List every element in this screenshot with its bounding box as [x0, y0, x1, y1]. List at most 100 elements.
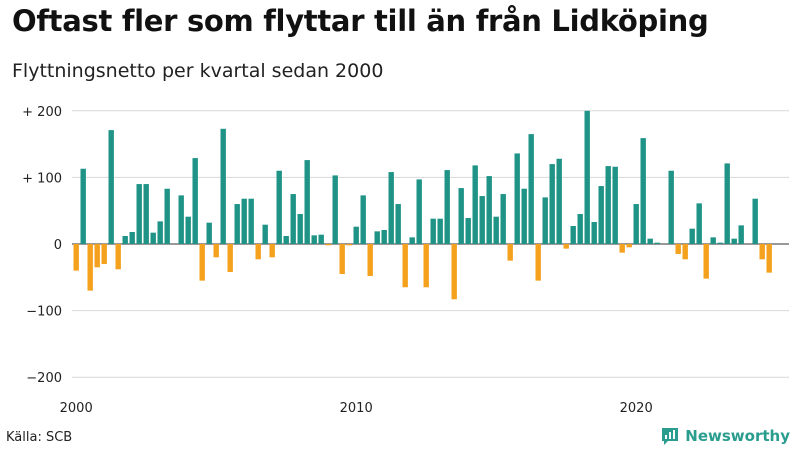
y-tick-label: 0 [54, 238, 62, 253]
bar-positive [640, 138, 646, 244]
bar-positive [332, 175, 338, 244]
bar-positive [633, 204, 639, 244]
bar-negative [199, 244, 205, 281]
y-tick-label: −100 [26, 305, 62, 320]
bar-positive [318, 234, 324, 244]
bar-positive [605, 166, 611, 244]
bar-negative [423, 244, 429, 288]
bar-positive [612, 166, 618, 244]
bar-negative [626, 244, 632, 248]
bar-positive [395, 204, 401, 244]
bar-negative [759, 244, 765, 260]
bar-positive [297, 214, 303, 244]
bars [73, 110, 772, 300]
bar-positive [731, 238, 737, 244]
chart-title: Oftast fler som flyttar till än från Lid… [12, 4, 709, 38]
bar-negative [682, 244, 688, 260]
bar-positive [752, 198, 758, 244]
bar-positive [220, 128, 226, 244]
bar-positive [353, 226, 359, 244]
bar-positive [409, 237, 415, 244]
bar-positive [290, 194, 296, 244]
bar-positive [696, 203, 702, 244]
bar-positive [486, 176, 492, 244]
bar-positive [416, 179, 422, 244]
bar-positive [150, 232, 156, 244]
newsworthy-logo-icon [662, 428, 679, 445]
bar-positive [178, 195, 184, 244]
bar-positive [738, 225, 744, 244]
bar-positive [108, 130, 114, 244]
brand-name: Newsworthy [685, 427, 790, 445]
bar-positive [192, 158, 198, 244]
brand-logo: Newsworthy [660, 426, 790, 446]
y-tick-label: −200 [26, 371, 62, 386]
bar-positive [262, 224, 268, 244]
bar-positive [283, 236, 289, 244]
bar-positive [206, 222, 212, 244]
bar-positive [514, 153, 520, 244]
bar-positive [591, 222, 597, 244]
x-tick-label: 2020 [620, 401, 653, 416]
bar-negative [213, 244, 219, 258]
bar-negative [255, 244, 261, 260]
bar-negative [402, 244, 408, 288]
bar-negative [269, 244, 275, 258]
bar-positive [584, 110, 590, 244]
bar-positive [668, 170, 674, 244]
x-tick-label: 2010 [340, 401, 373, 416]
bar-positive [311, 235, 317, 244]
bar-positive [164, 188, 170, 244]
bar-negative [325, 244, 331, 246]
bar-positive [717, 242, 723, 244]
bar-positive [143, 184, 149, 244]
bar-positive [493, 216, 499, 244]
bar-positive [689, 228, 695, 244]
x-tick-label: 2000 [60, 401, 93, 416]
bar-positive [388, 172, 394, 244]
bar-positive [304, 160, 310, 244]
bar-chart: + 200 + 100 0 −100 −200 2000 2010 2020 [22, 105, 789, 416]
y-tick-label: + 200 [22, 105, 62, 120]
bar-positive [458, 188, 464, 244]
bar-positive [654, 242, 660, 244]
bar-positive [570, 226, 576, 244]
bar-positive [598, 186, 604, 244]
bar-negative [367, 244, 373, 276]
bar-positive [234, 204, 240, 244]
bar-positive [276, 170, 282, 244]
bar-negative [451, 244, 457, 300]
bar-positive [647, 238, 653, 244]
source-note: Källa: SCB [6, 430, 73, 445]
bar-positive [80, 168, 86, 244]
y-tick-label: + 100 [22, 171, 62, 186]
bar-negative [563, 244, 569, 249]
bar-negative [675, 244, 681, 254]
bar-negative [619, 244, 625, 253]
bar-negative [227, 244, 233, 272]
bar-positive [479, 196, 485, 244]
gridlines [72, 110, 789, 378]
bar-positive [542, 197, 548, 244]
bar-negative [535, 244, 541, 281]
bar-positive [724, 163, 730, 244]
bar-negative [703, 244, 709, 279]
bar-negative [507, 244, 513, 261]
bar-positive [500, 194, 506, 244]
bar-positive [521, 188, 527, 244]
bar-positive [710, 237, 716, 244]
bar-positive [437, 218, 443, 244]
bar-positive [549, 164, 555, 244]
bar-positive [472, 165, 478, 244]
bar-positive [444, 170, 450, 244]
bar-negative [94, 244, 100, 268]
bar-positive [248, 198, 254, 244]
bar-positive [122, 236, 128, 244]
bar-negative [766, 244, 772, 273]
bar-positive [185, 216, 191, 244]
chart-subtitle: Flyttningsnetto per kvartal sedan 2000 [12, 60, 384, 82]
bar-positive [577, 214, 583, 244]
axis-labels: + 200 + 100 0 −100 −200 2000 2010 2020 [22, 105, 653, 416]
bar-positive [241, 198, 247, 244]
bar-positive [430, 218, 436, 244]
